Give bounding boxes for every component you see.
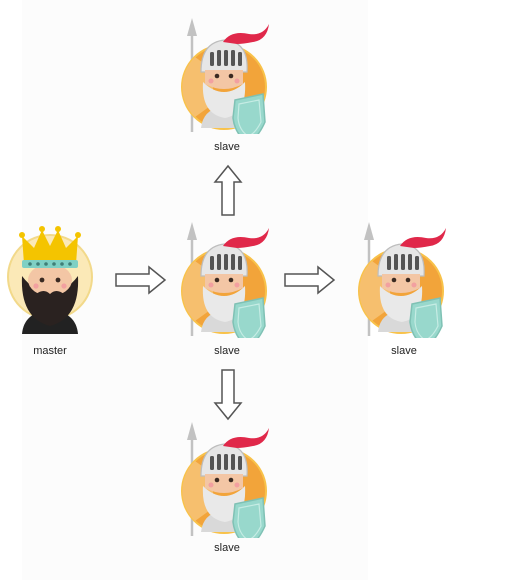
slave-label-top: slave	[214, 141, 240, 153]
arrow-master-to-center	[115, 265, 167, 295]
knight-icon	[173, 218, 273, 338]
master-label: master	[33, 345, 67, 357]
slave-label-bottom: slave	[214, 542, 240, 554]
arrow-center-to-top	[213, 164, 243, 216]
slave-label-right: slave	[391, 345, 417, 357]
arrow-center-to-bottom	[213, 369, 243, 421]
arrow-center-to-right	[284, 265, 336, 295]
slave-node-top	[173, 14, 273, 134]
slave-node-center	[173, 218, 273, 338]
knight-icon	[350, 218, 450, 338]
slave-node-right	[350, 218, 450, 338]
knight-icon	[173, 418, 273, 538]
knight-icon	[173, 14, 273, 134]
master-node	[0, 222, 100, 342]
slave-label-center: slave	[214, 345, 240, 357]
king-icon	[0, 222, 100, 342]
slave-node-bottom	[173, 418, 273, 538]
